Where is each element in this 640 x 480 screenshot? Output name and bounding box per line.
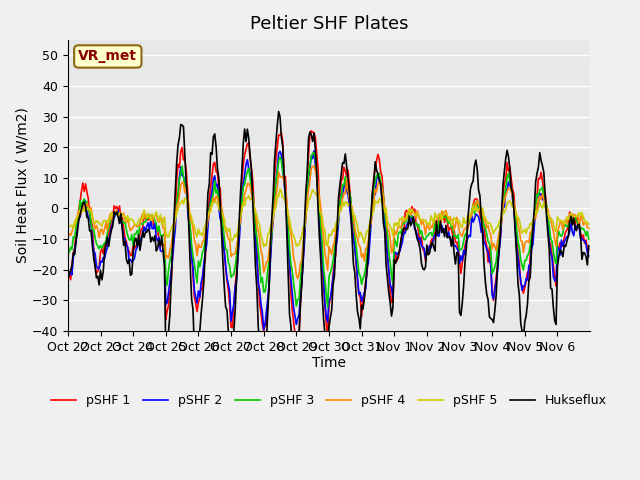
- Hukseflux: [275, 108, 282, 114]
- Line: Hukseflux: Hukseflux: [68, 111, 589, 364]
- Hukseflux: [64, 277, 72, 283]
- pSHF 1: [307, 128, 315, 133]
- pSHF 2: [515, 267, 523, 273]
- Hukseflux: [260, 361, 268, 367]
- pSHF 2: [335, 220, 342, 226]
- pSHF 2: [584, 250, 591, 255]
- pSHF 4: [64, 235, 72, 241]
- pSHF 5: [64, 220, 72, 226]
- pSHF 5: [438, 217, 445, 223]
- Line: pSHF 4: pSHF 4: [68, 167, 589, 278]
- pSHF 5: [584, 219, 591, 225]
- pSHF 1: [82, 181, 90, 187]
- pSHF 3: [98, 245, 106, 251]
- pSHF 4: [309, 164, 317, 169]
- pSHF 5: [260, 244, 268, 250]
- pSHF 4: [584, 225, 591, 230]
- pSHF 4: [335, 213, 342, 219]
- Hukseflux: [438, 230, 445, 236]
- Hukseflux: [515, 292, 523, 298]
- Line: pSHF 5: pSHF 5: [68, 189, 589, 247]
- Hukseflux: [335, 195, 342, 201]
- pSHF 1: [98, 246, 106, 252]
- pSHF 4: [294, 276, 301, 281]
- pSHF 5: [98, 223, 106, 229]
- pSHF 4: [438, 208, 445, 214]
- pSHF 3: [438, 212, 445, 217]
- pSHF 3: [310, 150, 318, 156]
- Y-axis label: Soil Heat Flux ( W/m2): Soil Heat Flux ( W/m2): [15, 108, 29, 264]
- Hukseflux: [585, 243, 593, 249]
- pSHF 2: [585, 253, 593, 259]
- pSHF 2: [260, 326, 268, 332]
- pSHF 1: [585, 246, 593, 252]
- pSHF 1: [335, 215, 342, 221]
- pSHF 5: [276, 186, 284, 192]
- Hukseflux: [584, 262, 591, 268]
- X-axis label: Time: Time: [312, 356, 346, 371]
- pSHF 3: [584, 228, 591, 234]
- pSHF 2: [98, 260, 106, 265]
- pSHF 1: [438, 214, 445, 220]
- pSHF 5: [585, 221, 593, 227]
- pSHF 3: [335, 217, 342, 223]
- Line: pSHF 2: pSHF 2: [68, 151, 589, 329]
- pSHF 4: [98, 226, 106, 232]
- pSHF 4: [585, 226, 593, 231]
- pSHF 3: [515, 245, 523, 251]
- pSHF 5: [335, 215, 342, 220]
- Title: Peltier SHF Plates: Peltier SHF Plates: [250, 15, 408, 33]
- pSHF 3: [82, 204, 90, 210]
- pSHF 1: [515, 260, 523, 266]
- pSHF 1: [292, 336, 300, 342]
- pSHF 4: [515, 227, 523, 232]
- Line: pSHF 1: pSHF 1: [68, 131, 589, 339]
- pSHF 3: [585, 237, 593, 242]
- Hukseflux: [98, 277, 106, 283]
- pSHF 2: [64, 266, 72, 272]
- pSHF 2: [82, 199, 90, 204]
- pSHF 1: [584, 246, 591, 252]
- pSHF 3: [324, 304, 332, 310]
- pSHF 5: [82, 204, 90, 210]
- Legend: pSHF 1, pSHF 2, pSHF 3, pSHF 4, pSHF 5, Hukseflux: pSHF 1, pSHF 2, pSHF 3, pSHF 4, pSHF 5, …: [46, 389, 612, 412]
- pSHF 2: [438, 223, 445, 228]
- Hukseflux: [82, 204, 90, 210]
- pSHF 5: [515, 217, 523, 223]
- pSHF 2: [310, 148, 318, 154]
- pSHF 1: [64, 270, 72, 276]
- pSHF 3: [64, 247, 72, 252]
- pSHF 4: [82, 203, 90, 209]
- Line: pSHF 3: pSHF 3: [68, 153, 589, 307]
- Text: VR_met: VR_met: [78, 49, 138, 63]
